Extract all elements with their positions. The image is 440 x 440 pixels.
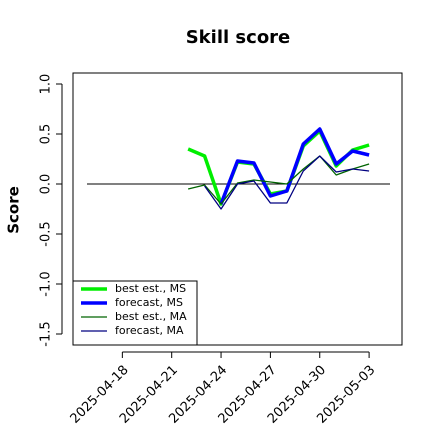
- series-line: [204, 155, 370, 210]
- y-tick-label: 0.5: [39, 124, 54, 145]
- y-tick-label: 0.0: [39, 174, 54, 195]
- series-line: [187, 155, 370, 205]
- y-tick-label: -0.5: [39, 221, 54, 246]
- y-axis-label: Score: [5, 186, 23, 234]
- legend-label: best est., MA: [115, 310, 187, 323]
- chart-title: Skill score: [186, 27, 291, 48]
- legend-label: forecast, MS: [115, 296, 183, 309]
- legend-box: [72, 280, 198, 346]
- y-tick-label: -1.0: [39, 271, 54, 296]
- y-tick-label: 1.0: [39, 74, 54, 95]
- series-line: [219, 127, 370, 205]
- y-tick-label: -1.5: [39, 321, 54, 346]
- plot-box: [72, 72, 403, 346]
- legend-label: forecast, MA: [115, 324, 184, 337]
- legend-label: best est., MS: [115, 282, 186, 295]
